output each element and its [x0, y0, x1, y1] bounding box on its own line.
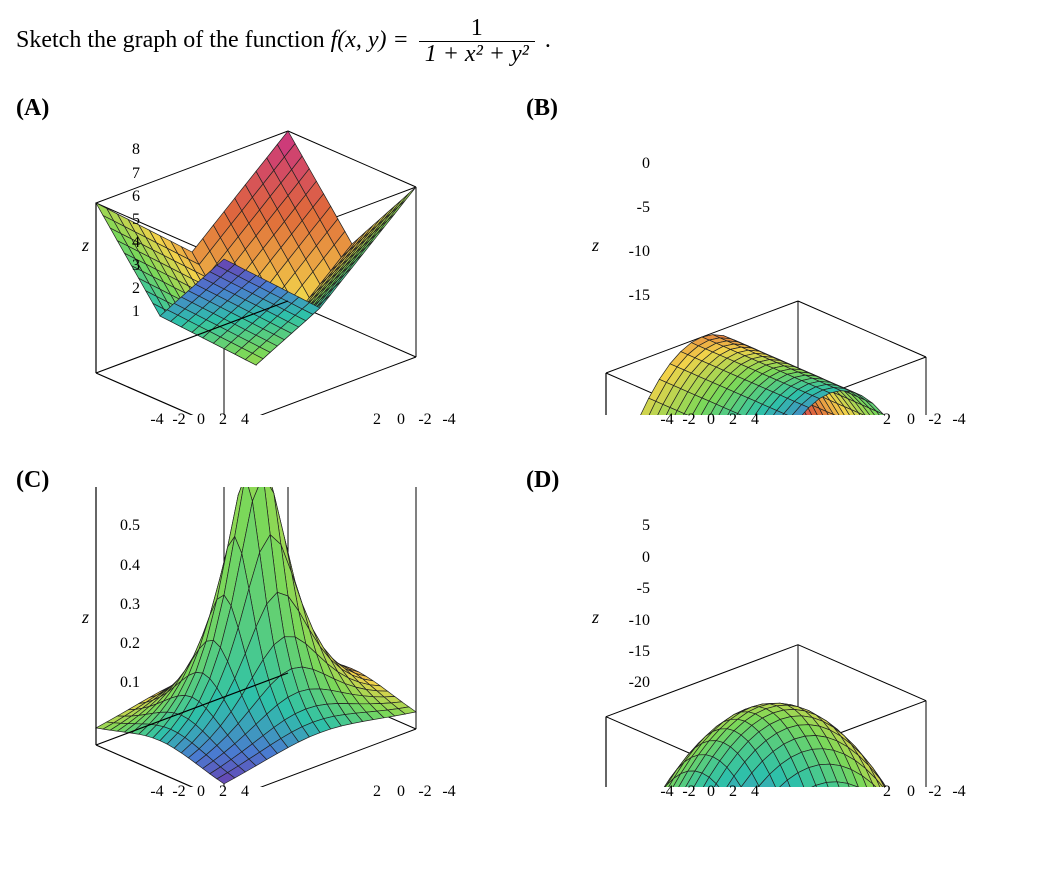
panel-B: (B) z 0 -5 -10 -15 -4 -2 0 2 4 [526, 95, 1024, 455]
xtick: 2 [216, 783, 230, 801]
panel-C-y-ticks: 2 0 -2 -4 [370, 783, 456, 801]
xtick: -4 [150, 411, 164, 429]
question-func-lhs: f(x, y) = [331, 27, 415, 53]
ytick: 2 [370, 783, 384, 801]
panel-D-z-ticks: 5 0 -5 -10 -15 -20 [610, 517, 650, 692]
ztick: -15 [610, 287, 650, 305]
panel-A: (A) z 8 7 6 5 4 3 2 1 -4 -2 0 [16, 95, 514, 455]
panel-C: (C) z 0.5 0.4 0.3 0.2 0.1 -4 -2 0 2 4 [16, 467, 514, 827]
ztick: 1 [100, 303, 140, 321]
xtick: 4 [238, 783, 252, 801]
xtick: -2 [172, 411, 186, 429]
ztick: 5 [610, 517, 650, 535]
ytick: -2 [418, 411, 432, 429]
xtick: 4 [748, 411, 762, 429]
panel-C-label: (C) [16, 467, 49, 494]
panel-C-x-ticks: -4 -2 0 2 4 [150, 783, 252, 801]
xtick: -4 [660, 783, 674, 801]
ytick: 0 [394, 411, 408, 429]
ztick: 0.4 [100, 557, 140, 575]
ztick: -15 [610, 643, 650, 661]
ztick: 6 [100, 188, 140, 206]
ytick: 2 [880, 783, 894, 801]
ztick: 0 [610, 155, 650, 173]
panel-C-plot: z 0.5 0.4 0.3 0.2 0.1 -4 -2 0 2 4 2 [76, 487, 496, 817]
ztick: -5 [610, 199, 650, 217]
ytick: -4 [442, 411, 456, 429]
ztick: -10 [610, 243, 650, 261]
xtick: 4 [748, 783, 762, 801]
ztick: 0.3 [100, 596, 140, 614]
panel-D-plot: z 5 0 -5 -10 -15 -20 -4 -2 0 2 4 [586, 487, 1006, 817]
xtick: 2 [216, 411, 230, 429]
xtick: 0 [704, 783, 718, 801]
xtick: 4 [238, 411, 252, 429]
xtick: -2 [172, 783, 186, 801]
panel-B-label: (B) [526, 95, 558, 122]
panel-B-z-ticks: 0 -5 -10 -15 [610, 155, 650, 305]
xtick: 2 [726, 783, 740, 801]
panel-B-plot: z 0 -5 -10 -15 -4 -2 0 2 4 2 0 [586, 115, 1006, 445]
panel-A-label: (A) [16, 95, 49, 122]
panel-B-y-ticks: 2 0 -2 -4 [880, 411, 966, 429]
ztick: 5 [100, 211, 140, 229]
panel-D-x-ticks: -4 -2 0 2 4 [660, 783, 762, 801]
question-fraction: 1 1 + x² + y² [415, 16, 539, 67]
ztick: 8 [100, 141, 140, 159]
ztick: -20 [610, 674, 650, 692]
panel-A-z-ticks: 8 7 6 5 4 3 2 1 [100, 141, 140, 321]
panel-D-label: (D) [526, 467, 559, 494]
panel-A-x-ticks: -4 -2 0 2 4 [150, 411, 252, 429]
panel-B-x-ticks: -4 -2 0 2 4 [660, 411, 762, 429]
xtick: 0 [194, 411, 208, 429]
question-text: Sketch the graph of the function f(x, y)… [16, 16, 1024, 67]
ztick: 0.5 [100, 517, 140, 535]
ztick: -10 [610, 612, 650, 630]
panel-D: (D) z 5 0 -5 -10 -15 -20 -4 -2 0 2 4 [526, 467, 1024, 827]
panel-A-z-label: z [82, 235, 89, 256]
ytick: 0 [394, 783, 408, 801]
xtick: 2 [726, 411, 740, 429]
ytick: 0 [904, 783, 918, 801]
question-prefix: Sketch the graph of the function [16, 27, 331, 53]
ztick: 2 [100, 280, 140, 298]
ytick: -4 [442, 783, 456, 801]
panel-B-z-label: z [592, 235, 599, 256]
ztick: 0.1 [100, 674, 140, 692]
ztick: 0.2 [100, 635, 140, 653]
ztick: 3 [100, 257, 140, 275]
ytick: -4 [952, 411, 966, 429]
panel-D-y-ticks: 2 0 -2 -4 [880, 783, 966, 801]
xtick: -4 [660, 411, 674, 429]
ytick: -2 [928, 411, 942, 429]
xtick: -4 [150, 783, 164, 801]
xtick: -2 [682, 783, 696, 801]
question-suffix: . [545, 27, 551, 53]
plots-grid: (A) z 8 7 6 5 4 3 2 1 -4 -2 0 [16, 95, 1024, 827]
fraction-numerator: 1 [419, 16, 535, 42]
ytick: 0 [904, 411, 918, 429]
ztick: 0 [610, 549, 650, 567]
ytick: -2 [928, 783, 942, 801]
xtick: 0 [194, 783, 208, 801]
panel-C-z-ticks: 0.5 0.4 0.3 0.2 0.1 [100, 517, 140, 692]
ytick: 2 [370, 411, 384, 429]
ytick: 2 [880, 411, 894, 429]
panel-C-z-label: z [82, 607, 89, 628]
ytick: -4 [952, 783, 966, 801]
xtick: 0 [704, 411, 718, 429]
ytick: -2 [418, 783, 432, 801]
ztick: 4 [100, 234, 140, 252]
fraction-denominator: 1 + x² + y² [419, 42, 535, 67]
panel-D-z-label: z [592, 607, 599, 628]
panel-A-y-ticks: 2 0 -2 -4 [370, 411, 456, 429]
xtick: -2 [682, 411, 696, 429]
ztick: -5 [610, 580, 650, 598]
ztick: 7 [100, 165, 140, 183]
panel-A-plot: z 8 7 6 5 4 3 2 1 -4 -2 0 2 4 [76, 115, 496, 445]
